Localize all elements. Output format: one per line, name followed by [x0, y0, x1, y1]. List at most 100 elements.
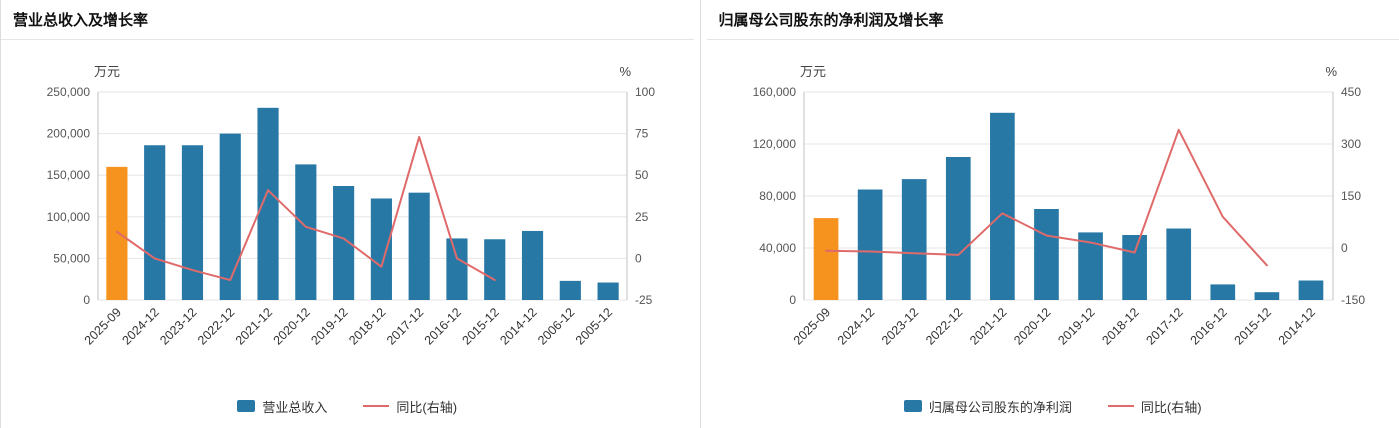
bar-2022-12[interactable]: [945, 157, 971, 300]
bar-2006-12[interactable]: [559, 280, 581, 300]
line-swatch: [1107, 404, 1134, 408]
right-axis-tick: 25: [635, 210, 649, 224]
x-tick-label: 2005-12: [573, 305, 615, 347]
x-tick-label: 2024-12: [119, 305, 161, 347]
bar-2015-12[interactable]: [484, 239, 506, 300]
left-axis-tick: 100,000: [47, 210, 91, 224]
panel-divider: [699, 0, 701, 428]
right-axis-tick: -25: [635, 293, 653, 307]
right-axis-unit: %: [619, 64, 631, 79]
bar-2025-09[interactable]: [813, 218, 838, 300]
bar-2015-12[interactable]: [1254, 292, 1279, 300]
revenue-chart: 0 -25 50,000 0 100,000 25 150,000 50 200,000 75 25…: [47, 64, 656, 348]
net-profit-chart-legend: 归属母公司股东的净利润 同比(右轴): [707, 392, 1399, 420]
net-profit-panel-header: 归属母公司股东的净利润及增长率: [706, 0, 1399, 40]
x-tick-label: 2018-12: [346, 305, 388, 347]
x-tick-label: 2025-09: [82, 305, 124, 347]
bar-2020-12[interactable]: [1033, 209, 1059, 300]
right-axis-tick: 0: [1341, 241, 1348, 255]
chart-title-net-profit: 归属母公司股东的净利润及增长率: [718, 12, 944, 29]
x-tick-label: 2015-12: [460, 305, 502, 347]
bar-2016-12[interactable]: [1209, 284, 1235, 300]
x-tick-label: 2015-12: [1231, 305, 1273, 347]
left-axis-tick: 150,000: [47, 168, 91, 182]
net-profit-panel: 归属母公司股东的净利润及增长率 0 -150 40,000 0 80,000 150 120…: [706, 0, 1399, 428]
x-tick-label: 2022-12: [195, 305, 237, 347]
right-axis-tick: 450: [1341, 85, 1361, 99]
bar-2019-12[interactable]: [333, 186, 355, 300]
x-tick-label: 2017-12: [1143, 305, 1185, 347]
x-tick-label: 2017-12: [384, 305, 426, 347]
left-axis-tick: 0: [789, 293, 796, 307]
right-axis-tick: 300: [1341, 137, 1361, 151]
x-tick-label: 2025-09: [790, 305, 832, 347]
right-axis-tick: 100: [635, 85, 655, 99]
legend-label: 同比(右轴): [1140, 399, 1202, 415]
right-axis-tick: 150: [1341, 189, 1361, 203]
x-tick-label: 2006-12: [535, 305, 577, 347]
x-tick-label: 2021-12: [967, 305, 1009, 347]
bar-2021-12[interactable]: [257, 107, 279, 300]
left-axis-tick: 40,000: [759, 241, 796, 255]
x-tick-label: 2018-12: [1099, 305, 1141, 347]
yoy-line[interactable]: [824, 128, 1268, 267]
left-axis-unit: 万元: [94, 64, 120, 79]
revenue-chart-legend: 营业总收入 同比(右轴): [1, 392, 694, 420]
x-tick-label: 2014-12: [1275, 305, 1317, 347]
bar-2023-12[interactable]: [901, 179, 927, 300]
left-axis-tick: 0: [83, 293, 90, 307]
bar-2014-12[interactable]: [521, 230, 544, 300]
x-tick-label: 2016-12: [1187, 305, 1229, 347]
legend-item-revenue-yoy-line[interactable]: 同比(右轴): [363, 397, 457, 416]
right-axis-tick: -150: [1341, 293, 1365, 307]
bar-2025-09[interactable]: [106, 166, 128, 300]
x-tick-label: 2019-12: [1055, 305, 1097, 347]
bar-2018-12[interactable]: [1121, 235, 1147, 300]
bar-2018-12[interactable]: [370, 198, 392, 300]
x-tick-label: 2022-12: [923, 305, 965, 347]
left-axis-tick: 160,000: [752, 85, 796, 99]
x-tick-label: 2024-12: [834, 305, 876, 347]
line-swatch: [363, 404, 390, 408]
x-tick-label: 2019-12: [308, 305, 350, 347]
x-tick-label: 2023-12: [157, 305, 199, 347]
bar-2021-12[interactable]: [989, 112, 1015, 300]
right-axis-tick: 75: [635, 127, 649, 141]
right-axis-tick: 0: [635, 251, 642, 265]
bar-2020-12[interactable]: [295, 164, 317, 300]
bar-2017-12[interactable]: [1165, 228, 1191, 301]
left-axis-tick: 250,000: [47, 85, 91, 99]
bar-2024-12[interactable]: [857, 189, 882, 301]
left-axis-tick: 50,000: [53, 251, 90, 265]
bar-2016-12[interactable]: [446, 238, 468, 300]
bar-2024-12[interactable]: [144, 145, 166, 300]
chart-title-revenue: 营业总收入及增长率: [13, 12, 149, 29]
bar-2014-12[interactable]: [1298, 280, 1323, 301]
bar-2017-12[interactable]: [408, 192, 430, 300]
bar-2022-12[interactable]: [219, 133, 241, 300]
x-tick-label: 2020-12: [1011, 305, 1053, 347]
x-tick-label: 2020-12: [271, 305, 313, 347]
legend-item-net-profit-bar[interactable]: 归属母公司股东的净利润: [903, 397, 1072, 416]
net-profit-chart: 0 -150 40,000 0 80,000 150 120,000 300 160,000 45…: [752, 64, 1365, 348]
x-tick-label: 2014-12: [497, 305, 539, 347]
left-axis-tick: 200,000: [47, 127, 91, 141]
bar-2023-12[interactable]: [181, 145, 204, 300]
revenue-panel-header: 营业总收入及增长率: [1, 0, 694, 40]
legend-item-revenue-bar[interactable]: 营业总收入: [237, 397, 327, 416]
net-profit-chart-area: 0 -150 40,000 0 80,000 150 120,000 300 160,000 45…: [707, 40, 1399, 392]
yoy-line[interactable]: [115, 135, 496, 282]
legend-item-net-profit-yoy-line[interactable]: 同比(右轴): [1107, 397, 1202, 416]
legend-label: 营业总收入: [262, 399, 328, 415]
right-axis-unit: %: [1325, 64, 1337, 79]
right-axis-tick: 50: [635, 168, 649, 182]
left-axis-tick: 80,000: [759, 189, 796, 203]
x-tick-label: 2016-12: [422, 305, 464, 347]
bar-swatch: [237, 400, 256, 412]
legend-label: 同比(右轴): [396, 399, 458, 415]
revenue-chart-area: 0 -25 50,000 0 100,000 25 150,000 50 200,000 75 25…: [1, 40, 694, 392]
left-axis-tick: 120,000: [752, 137, 796, 151]
bar-2005-12[interactable]: [597, 282, 619, 300]
revenue-panel: 营业总收入及增长率 0 -25 50,000 0 100,000 25 150,000 50 2…: [1, 0, 694, 428]
